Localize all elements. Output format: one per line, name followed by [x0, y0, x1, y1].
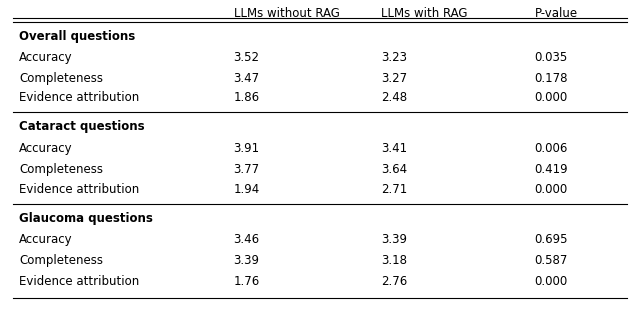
Text: 3.18: 3.18: [381, 254, 407, 267]
Text: Glaucoma questions: Glaucoma questions: [19, 212, 153, 225]
Text: 1.76: 1.76: [234, 274, 260, 288]
Text: 1.94: 1.94: [234, 182, 260, 196]
Text: 3.64: 3.64: [381, 163, 407, 176]
Text: 0.000: 0.000: [534, 182, 568, 196]
Text: 0.000: 0.000: [534, 274, 568, 288]
Text: 0.178: 0.178: [534, 71, 568, 85]
Text: 1.86: 1.86: [234, 91, 260, 105]
Text: 2.48: 2.48: [381, 91, 407, 105]
Text: 3.41: 3.41: [381, 142, 407, 156]
Text: 3.27: 3.27: [381, 71, 407, 85]
Text: 3.23: 3.23: [381, 51, 407, 65]
Text: 0.035: 0.035: [534, 51, 568, 65]
Text: Accuracy: Accuracy: [19, 142, 73, 156]
Text: 3.52: 3.52: [234, 51, 260, 65]
Text: Evidence attribution: Evidence attribution: [19, 274, 140, 288]
Text: 3.91: 3.91: [234, 142, 260, 156]
Text: 3.77: 3.77: [234, 163, 260, 176]
Text: Cataract questions: Cataract questions: [19, 120, 145, 133]
Text: Accuracy: Accuracy: [19, 51, 73, 65]
Text: 0.006: 0.006: [534, 142, 568, 156]
Text: 0.587: 0.587: [534, 254, 568, 267]
Text: 0.419: 0.419: [534, 163, 568, 176]
Text: 3.39: 3.39: [381, 233, 407, 247]
Text: Completeness: Completeness: [19, 254, 103, 267]
Text: P-value: P-value: [534, 7, 577, 20]
Text: Accuracy: Accuracy: [19, 233, 73, 247]
Text: Overall questions: Overall questions: [19, 29, 136, 43]
Text: 2.76: 2.76: [381, 274, 407, 288]
Text: LLMs without RAG: LLMs without RAG: [234, 7, 339, 20]
Text: LLMs with RAG: LLMs with RAG: [381, 7, 467, 20]
Text: 3.46: 3.46: [234, 233, 260, 247]
Text: 0.695: 0.695: [534, 233, 568, 247]
Text: 0.000: 0.000: [534, 91, 568, 105]
Text: Completeness: Completeness: [19, 71, 103, 85]
Text: Evidence attribution: Evidence attribution: [19, 91, 140, 105]
Text: Evidence attribution: Evidence attribution: [19, 182, 140, 196]
Text: 3.39: 3.39: [234, 254, 260, 267]
Text: 2.71: 2.71: [381, 182, 407, 196]
Text: Completeness: Completeness: [19, 163, 103, 176]
Text: 3.47: 3.47: [234, 71, 260, 85]
